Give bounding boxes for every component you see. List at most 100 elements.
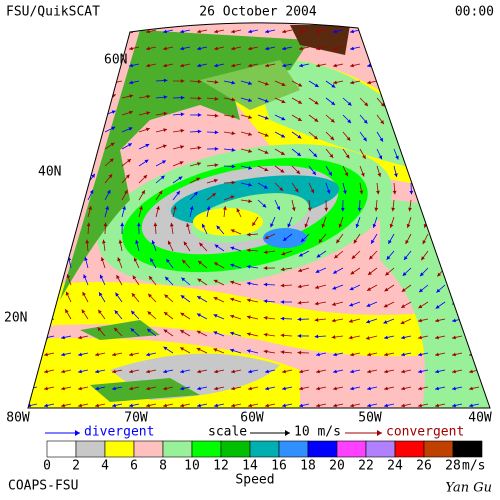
- wind-arrow-head: [124, 190, 128, 195]
- wind-arrow-head: [69, 222, 74, 227]
- colorbar-label: 16: [271, 459, 287, 474]
- wind-arrow-head: [230, 246, 235, 251]
- wind-arrow-head: [297, 334, 302, 338]
- wind-arrow-head: [299, 386, 303, 391]
- wind-arrow-head: [316, 352, 320, 357]
- wind-arrow-head: [28, 352, 31, 357]
- wind-arrow: [401, 80, 412, 84]
- wind-arrow-head: [281, 251, 286, 256]
- wind-arrow-head: [282, 63, 286, 68]
- wind-arrow-head: [16, 274, 20, 278]
- wind-arrow-head: [439, 240, 444, 245]
- wind-arrow-head: [82, 291, 86, 296]
- wind-arrow-head: [367, 80, 371, 85]
- wind-arrow-head: [307, 207, 312, 212]
- wind-arrow-head: [384, 386, 388, 391]
- wind-arrow-head: [265, 63, 269, 68]
- wind-arrow-head: [287, 223, 292, 228]
- colorbar-swatch: [191, 440, 222, 458]
- wind-arrow-head: [163, 346, 168, 351]
- wind-arrow-head: [437, 272, 442, 277]
- wind-arrow-head: [299, 63, 303, 68]
- wind-arrow-head: [452, 318, 456, 323]
- wind-arrow-head: [264, 133, 269, 137]
- wind-arrow-head: [117, 257, 121, 262]
- lat-label: 60N: [104, 53, 127, 68]
- wind-arrow-head: [346, 136, 351, 141]
- wind-arrow-head: [441, 207, 446, 212]
- wind-arrow-head: [199, 242, 204, 247]
- wind-arrow: [10, 302, 20, 304]
- wind-arrow-head: [350, 369, 354, 374]
- wind-arrow-head: [160, 175, 165, 180]
- wind-arrow-head: [312, 171, 316, 176]
- wind-arrow-head: [402, 272, 407, 276]
- wind-arrow: [469, 29, 480, 33]
- wind-arrow-head: [214, 146, 219, 151]
- wind-arrow-head: [196, 313, 201, 317]
- wind-arrow-head: [163, 403, 167, 408]
- lon-label: 50W: [358, 411, 382, 426]
- wind-arrow-head: [110, 142, 115, 147]
- colorbar-swatch: [423, 440, 454, 458]
- wind-arrow-head: [214, 96, 219, 101]
- wind-arrow-head: [42, 125, 47, 129]
- wind-arrow-head: [129, 352, 133, 357]
- wind-arrow-head: [456, 240, 461, 245]
- wind-arrow-head: [252, 222, 256, 227]
- wind-arrow-head: [248, 149, 253, 153]
- wind-arrow-head: [452, 114, 456, 119]
- wind-arrow-head: [469, 284, 473, 289]
- wind-arrow-head: [435, 80, 439, 85]
- wind-arrow-head: [214, 244, 219, 249]
- wind-arrow: [452, 114, 463, 118]
- wind-arrow: [435, 63, 446, 67]
- wind-arrow-head: [409, 190, 414, 195]
- wind-arrow-head: [49, 291, 53, 296]
- wind-arrow-head: [280, 283, 285, 288]
- colorbar-label: 12: [213, 459, 229, 474]
- wind-arrow-head: [61, 335, 65, 340]
- wind-arrow: [112, 29, 123, 33]
- wind-arrow: [78, 80, 89, 84]
- wind-arrow-head: [146, 369, 150, 374]
- wind-arrow-head: [146, 29, 150, 34]
- colorbar-swatch: [133, 440, 164, 458]
- wind-arrow-head: [214, 163, 219, 168]
- wind-arrow: [435, 80, 446, 84]
- wind-arrow-head: [453, 289, 458, 293]
- wind-arrow: [444, 148, 449, 161]
- wind-arrow-head: [333, 63, 337, 68]
- wind-arrow-head: [297, 350, 302, 355]
- wind-arrow-head: [248, 132, 253, 136]
- wind-arrow-head: [180, 347, 185, 351]
- wind-arrow-head: [353, 239, 358, 244]
- wind-arrow-head: [314, 334, 319, 339]
- wind-arrow: [469, 97, 480, 101]
- wind-arrow-head: [421, 256, 425, 261]
- header-right: 00:00: [455, 5, 494, 20]
- wind-arrow-head: [230, 263, 235, 268]
- wind-arrow-head: [264, 150, 269, 154]
- wind-arrow-head: [384, 403, 388, 408]
- wind-arrow-head: [314, 118, 319, 122]
- wind-arrow: [427, 148, 432, 161]
- wind-arrow: [469, 284, 480, 288]
- wind-arrow: [61, 63, 72, 67]
- wind-arrow-head: [173, 206, 177, 210]
- wind-arrow-head: [83, 274, 87, 279]
- colorbar-label: 18: [300, 459, 316, 474]
- wind-arrow: [427, 131, 433, 143]
- colorbar-label: 22: [358, 459, 374, 474]
- wind-arrow-head: [163, 63, 167, 68]
- wind-arrow-head: [230, 280, 235, 285]
- wind-arrow-head: [262, 203, 267, 208]
- wind-arrow-head: [316, 403, 320, 408]
- wind-arrow-head: [163, 386, 167, 391]
- wind-arrow-head: [214, 386, 218, 391]
- wind-arrow: [10, 115, 20, 117]
- wind-arrow: [44, 114, 55, 118]
- wind-arrow-head: [214, 113, 219, 118]
- wind-arrow-head: [264, 116, 269, 120]
